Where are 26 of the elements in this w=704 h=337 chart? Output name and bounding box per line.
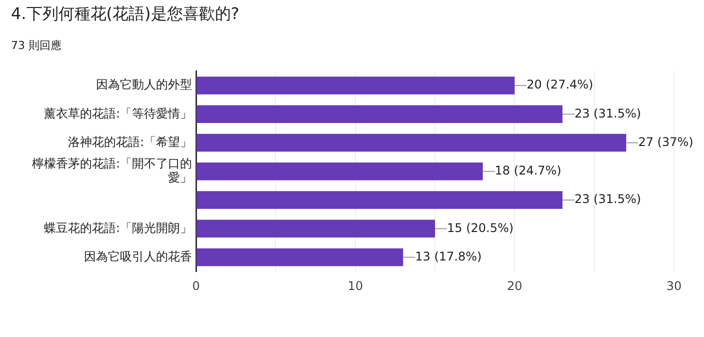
x-tick-label: 20 xyxy=(507,278,522,293)
data-label: 20 (27.4%) xyxy=(526,78,594,92)
y-tick-label: 因為它吸引人的花香 xyxy=(84,249,192,264)
y-tick-label: 洛神花的花語:「希望」 xyxy=(68,134,192,149)
data-label: 27 (37%) xyxy=(638,134,694,149)
bar xyxy=(196,248,404,266)
y-tick-label: 因為它動人的外型 xyxy=(96,78,192,92)
y-tick-label: 蝶豆花的花語:「陽光開朗」 xyxy=(44,220,192,235)
data-label: 18 (24.7%) xyxy=(494,164,562,178)
y-tick-label: 薰衣草的花語:「等待愛情」 xyxy=(44,106,192,120)
bar xyxy=(196,105,562,124)
bar xyxy=(196,76,515,94)
x-tick-label: 0 xyxy=(192,278,200,293)
bar xyxy=(196,220,435,238)
data-label: 13 (17.8%) xyxy=(415,249,482,264)
x-tick-label: 30 xyxy=(666,278,682,293)
data-label: 23 (31.5%) xyxy=(574,192,642,206)
data-label: 15 (20.5%) xyxy=(447,220,514,235)
bar xyxy=(196,162,483,180)
y-tick-label: 檸檬香茅的花語:「開不了口的愛」 xyxy=(32,156,192,185)
bar xyxy=(196,191,562,209)
data-label: 23 (31.5%) xyxy=(574,106,642,120)
chart-title: 4.下列何種花(花語)是您喜歡的? xyxy=(11,4,240,25)
x-tick-label: 10 xyxy=(348,278,363,293)
text: 73 則回應 xyxy=(11,38,62,53)
bar xyxy=(196,134,626,152)
